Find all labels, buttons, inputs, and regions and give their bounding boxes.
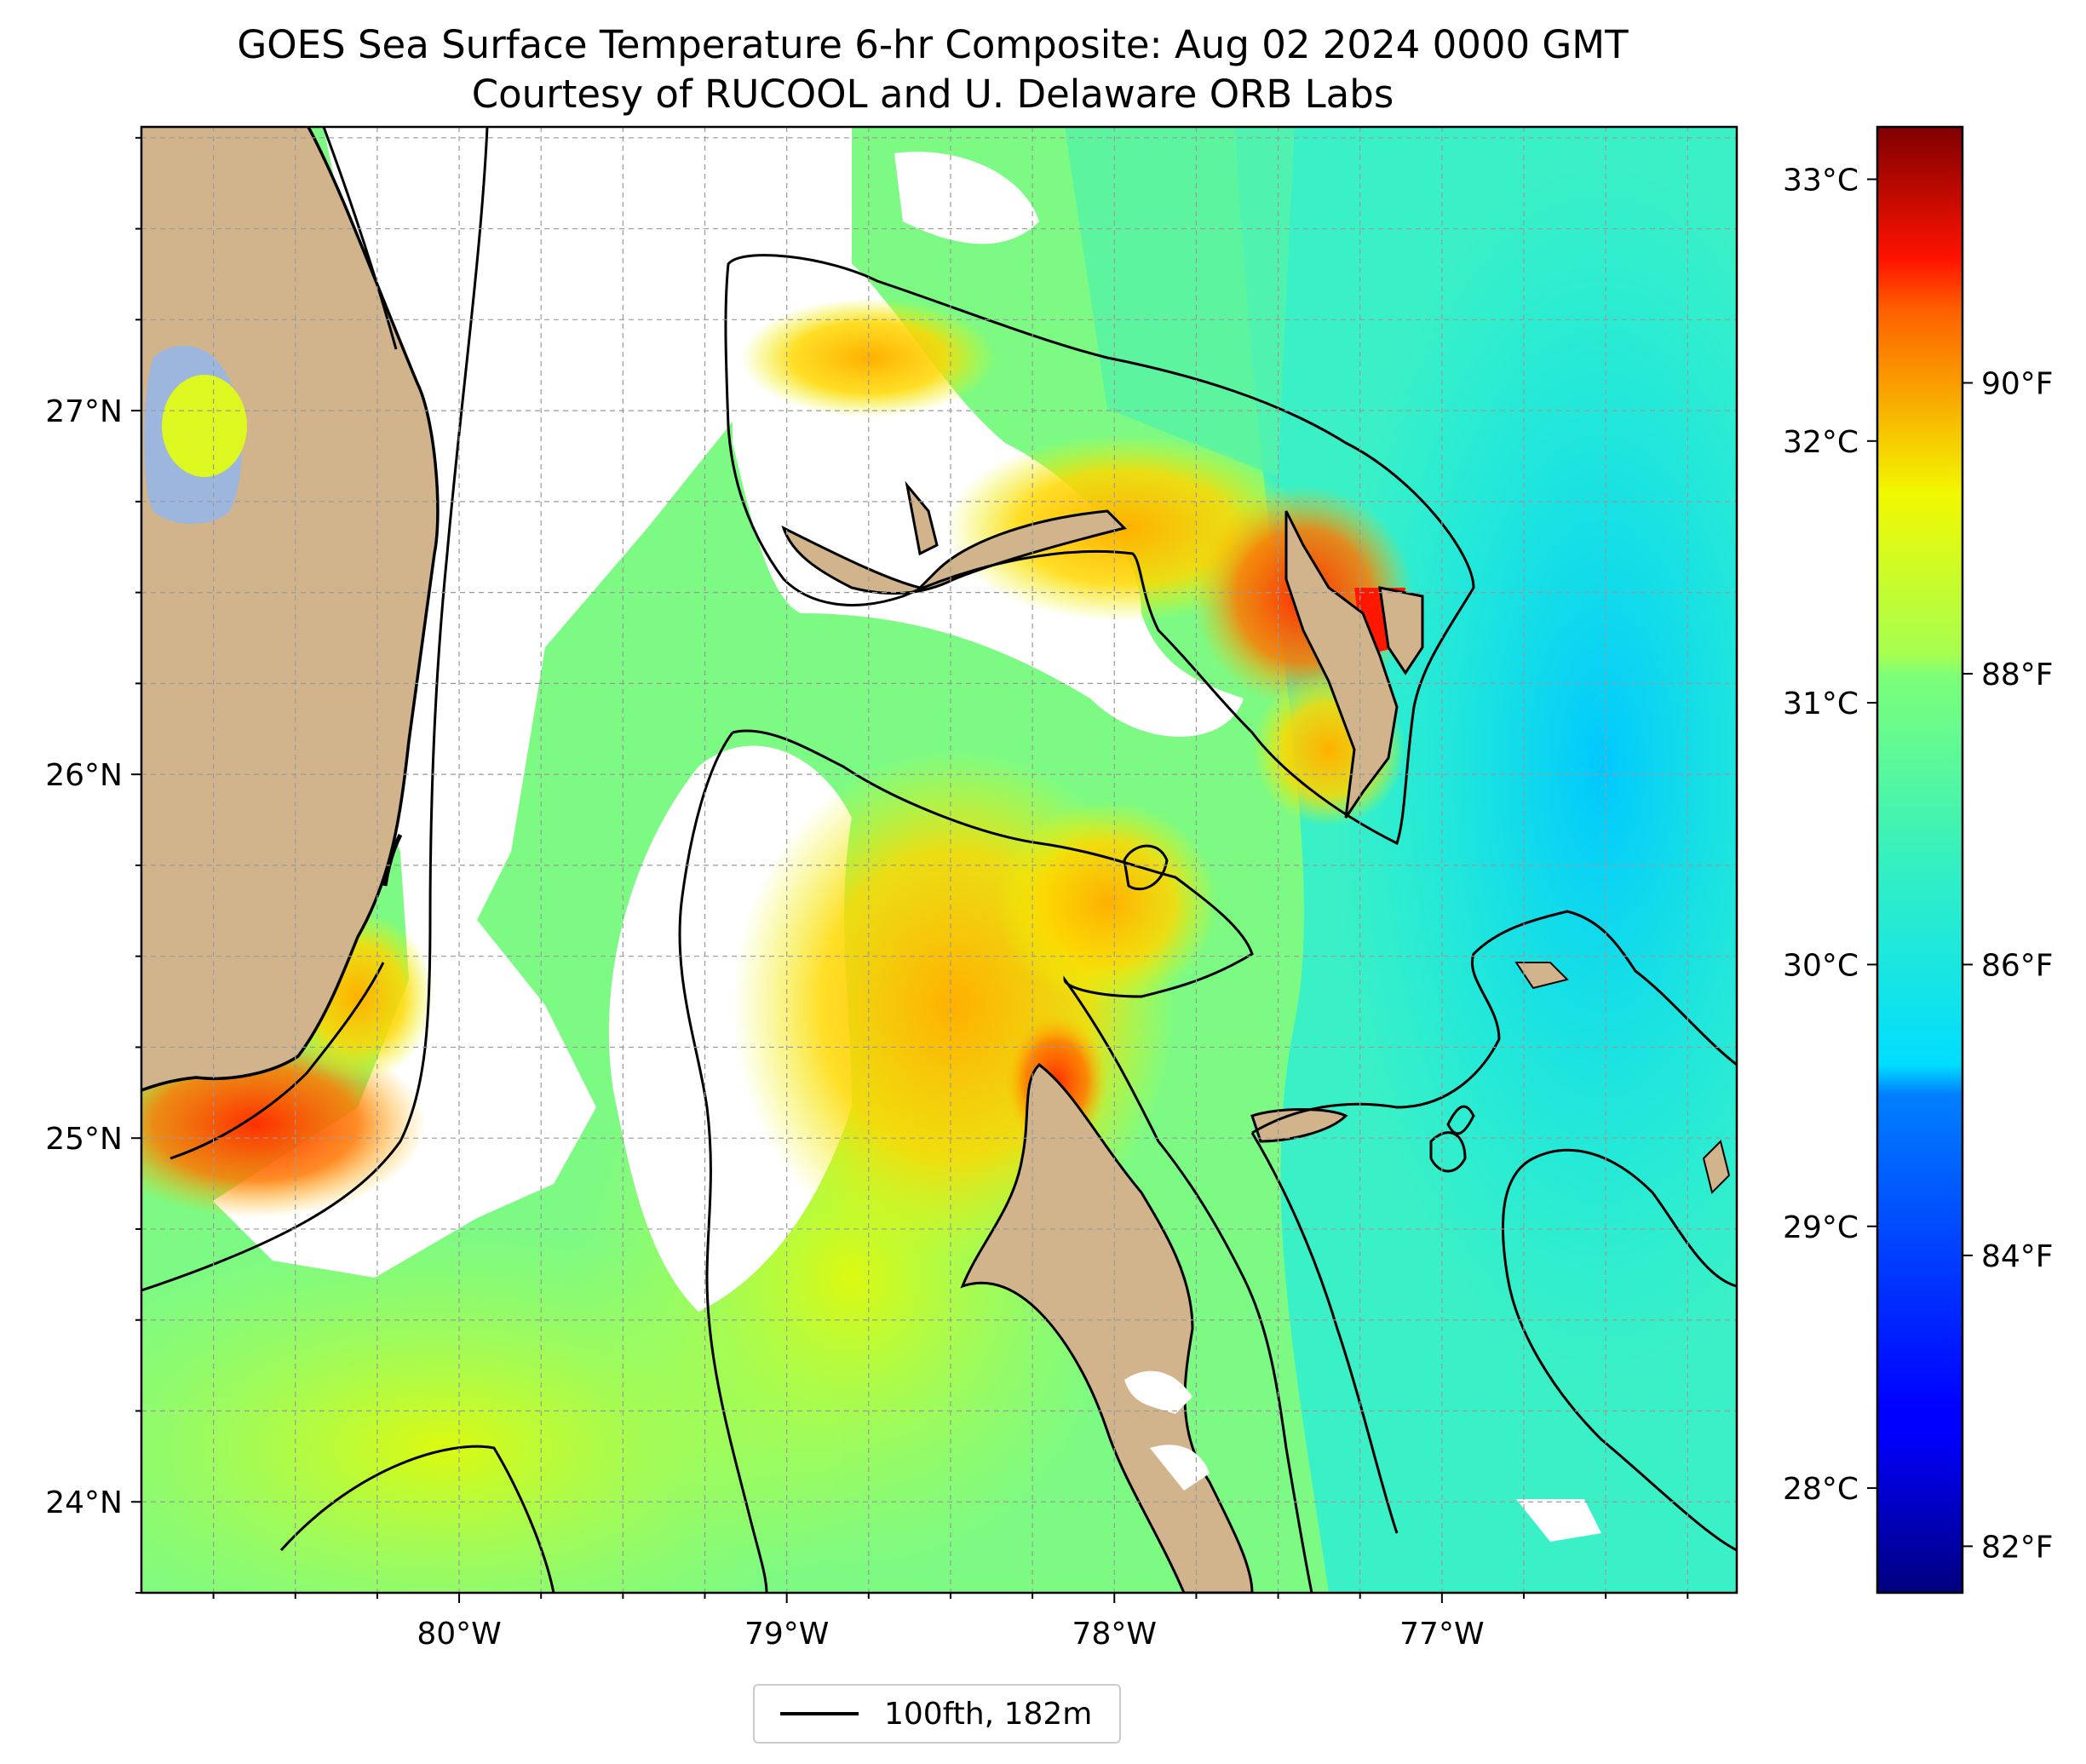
contour-little-bahama-bank: [724, 254, 1475, 846]
contour-florida-shelf: [141, 127, 489, 1292]
lon-tick-label: 79°W: [744, 1617, 829, 1652]
abaco-cay: [1378, 586, 1424, 675]
sst-warm-north: [741, 298, 997, 417]
florida-keys-outline: [170, 962, 385, 1160]
lat-tick-label: 26°N: [45, 758, 123, 793]
contour-islet-1: [1446, 1105, 1475, 1135]
fahrenheit-tick-label: 90°F: [1981, 366, 2054, 401]
cloud-mask-straits: [213, 127, 852, 1278]
lat-tick-label: 25°N: [45, 1122, 123, 1157]
title-line-1: GOES Sea Surface Temperature 6-hr Compos…: [237, 22, 1629, 67]
fahrenheit-tick-label: 84°F: [1981, 1239, 2054, 1274]
cloud-mask-south-east: [1516, 1499, 1601, 1542]
grand-bahama-point: [905, 480, 939, 556]
sst-coldest-region: [1329, 153, 1737, 1380]
fahrenheit-tick-label: 88°F: [1981, 658, 2054, 692]
title-line-2: Courtesy of RUCOOL and U. Delaware ORB L…: [471, 72, 1394, 117]
contour-bimini-west: [678, 732, 768, 1593]
cloud-mask-north: [894, 152, 1039, 244]
sst-warm-berry: [997, 801, 1218, 1005]
colorbar-ticks: 28°C 29°C 30°C 31°C 32°C 33°C 82°F 84°F 86°F 88°F…: [1783, 163, 2053, 1565]
map-frame: [140, 125, 1738, 1594]
fahrenheit-tick-label: 82°F: [1981, 1530, 2054, 1565]
map-legend: 100fth, 182m: [753, 1684, 1121, 1744]
abaco-island: [1284, 510, 1399, 819]
celsius-tick-label: 29°C: [1783, 1210, 1859, 1245]
bathymetry-contours: [141, 127, 1737, 1593]
map-ticks: 80°W 79°W 78°W 77°W 24°N 25°N 26°N 27°N: [45, 136, 1689, 1652]
celsius-tick-label: 33°C: [1783, 163, 1859, 198]
lon-tick-label: 78°W: [1072, 1617, 1157, 1652]
legend-label: 100fth, 182m: [884, 1696, 1093, 1732]
contour-exuma-north: [1251, 910, 1737, 1135]
lat-tick-label: 27°N: [45, 394, 123, 429]
contour-islet-2: [1429, 1131, 1467, 1173]
celsius-tick-label: 28°C: [1783, 1472, 1859, 1507]
new-providence-island: [1250, 1108, 1348, 1143]
contour-tongue-of-ocean: [1501, 1148, 1737, 1552]
chart-title: GOES Sea Surface Temperature 6-hr Compos…: [0, 20, 1865, 119]
sst-field: [141, 127, 1737, 1593]
lake-warm-patch: [162, 375, 247, 477]
florida-coastline: [141, 127, 440, 1092]
celsius-tick-label: 32°C: [1783, 425, 1859, 460]
grand-bahama-island: [781, 509, 1127, 595]
sst-northeast-band: [1065, 127, 1295, 477]
eleuthera-south: [1702, 1140, 1731, 1194]
contour-south-mound: [279, 1445, 555, 1593]
celsius-tick-label: 30°C: [1783, 948, 1859, 983]
eleuthera-north: [1514, 962, 1569, 990]
florida-inlet: [382, 833, 403, 887]
legend-line-swatch: [780, 1712, 859, 1715]
celsius-tick-label: 31°C: [1783, 687, 1859, 721]
contour-great-bahama-bank-west: [732, 729, 1313, 1593]
colorbar: [1876, 125, 1964, 1594]
lon-tick-label: 77°W: [1399, 1617, 1484, 1652]
andros-cloud-2: [1150, 1445, 1210, 1491]
andros-cloud-1: [1124, 1370, 1192, 1414]
fahrenheit-tick-label: 86°F: [1981, 948, 2054, 983]
lat-tick-label: 24°N: [45, 1485, 123, 1520]
lon-tick-label: 80°W: [417, 1617, 501, 1652]
contour-berry-islet: [1123, 844, 1169, 891]
